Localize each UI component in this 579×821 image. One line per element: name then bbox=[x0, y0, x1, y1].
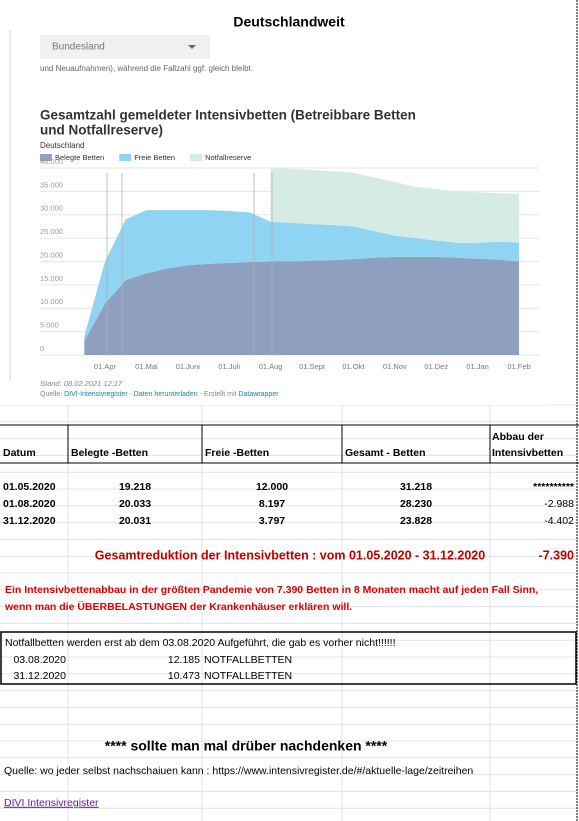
table-cell: 23.828 bbox=[400, 515, 432, 527]
y-tick-label: 40.000 bbox=[40, 157, 63, 166]
note-cell: NOTFALLBETTEN bbox=[204, 654, 292, 666]
table-cell: -4.402 bbox=[544, 515, 574, 527]
source-link[interactable]: Datawrapper bbox=[238, 391, 279, 398]
legend-label: Belegte Betten bbox=[55, 153, 104, 162]
chart-title: Gesamtzahl gemeldeter Intensivbetten (Be… bbox=[40, 108, 416, 123]
table-cell: 20.033 bbox=[119, 498, 151, 510]
x-tick-label: 01.Jan bbox=[466, 362, 489, 371]
y-tick-label: 15.000 bbox=[40, 274, 63, 283]
x-tick-label: 01.Nov bbox=[383, 362, 407, 371]
dropdown-label: Bundesland bbox=[52, 42, 105, 53]
legend: Belegte Betten Freie Betten Notfallreserve bbox=[40, 153, 251, 162]
x-tick-label: 01.Juli bbox=[218, 362, 240, 371]
source-text: - Erstellt mit bbox=[198, 391, 239, 398]
x-tick-label: 01.Dez bbox=[424, 362, 448, 371]
y-tick-label: 10.000 bbox=[40, 297, 63, 306]
table-cell: 20.031 bbox=[119, 515, 151, 527]
plot: 0 5.000 10.000 15.000 20.000 25.000 30.000 35.0… bbox=[40, 157, 539, 371]
chart-stand: Stand: 08.02.2021 12:17 bbox=[40, 379, 123, 388]
area bbox=[84, 256, 520, 355]
dropdown-arrow bbox=[188, 45, 196, 49]
table-header: Intensivbetten bbox=[492, 447, 563, 459]
source-text: - bbox=[128, 391, 134, 398]
source-link[interactable]: Daten herunterladen bbox=[134, 391, 198, 398]
x-tick-label: 01.Sept bbox=[299, 362, 326, 371]
snippet: und Neuaufnahmen), während die Fallzahl … bbox=[40, 64, 253, 73]
legend-label: Notfallreserve bbox=[205, 153, 251, 162]
remark: **** sollte man mal drüber nachdenken **… bbox=[105, 738, 388, 754]
y-tick-label: 25.000 bbox=[40, 227, 63, 236]
table-cell: 8.197 bbox=[259, 498, 285, 510]
note-box bbox=[0, 631, 577, 685]
x-tick-label: 01.Apr bbox=[94, 362, 117, 371]
source-text: Quelle: bbox=[40, 391, 64, 398]
note-text: Notfallbetten werden erst ab dem 03.08.2… bbox=[5, 637, 396, 649]
x-tick-label: 01.Okt bbox=[342, 362, 365, 371]
chart-title: und Notfallreserve) bbox=[40, 123, 163, 138]
table: Datum Belegte -Betten Freie -Betten Gesamt … bbox=[0, 424, 579, 527]
comment-line: Ein Intensivbettenabbau in der größten P… bbox=[5, 584, 538, 596]
x-tick-label: 01.Feb bbox=[507, 362, 530, 371]
table-cell: -2.988 bbox=[544, 498, 574, 510]
y-tick-label: 30.000 bbox=[40, 204, 63, 213]
summary-value: -7.390 bbox=[539, 548, 574, 562]
legend-label: Freie Betten bbox=[134, 153, 175, 162]
area bbox=[84, 210, 520, 341]
note-cell: 03.08.2020 bbox=[13, 654, 66, 666]
area bbox=[270, 168, 519, 243]
x-tick-label: 01.Aug bbox=[259, 362, 283, 371]
summary-label: Gesamtreduktion der Intensivbetten : vom… bbox=[95, 548, 485, 562]
chart-source: Quelle: DIVI-Intensivregister - Daten he… bbox=[40, 391, 279, 398]
x-tick-label: 01.Juni bbox=[176, 362, 201, 371]
y-tick-label: 0 bbox=[40, 344, 44, 353]
y-tick-label: 5.000 bbox=[40, 321, 59, 330]
comment-line: wenn man die ÜBERBELASTUNGEN der Kranken… bbox=[4, 600, 352, 613]
table-header: Belegte -Betten bbox=[71, 447, 148, 459]
source-line: Quelle: wo jeder selbst nachschaiuen kan… bbox=[4, 765, 473, 777]
table-cell: 12.000 bbox=[256, 481, 288, 493]
dropdown[interactable] bbox=[40, 35, 210, 59]
table-cell: 01.08.2020 bbox=[3, 498, 56, 510]
table-cell: 31.12.2020 bbox=[3, 515, 56, 527]
table-header: Freie -Betten bbox=[205, 447, 269, 459]
table-cell: 19.218 bbox=[119, 481, 151, 493]
note-cell: 31.12.2020 bbox=[13, 670, 66, 682]
chart-subtitle: Deutschland bbox=[40, 141, 84, 150]
note-cell: 12.185 bbox=[168, 654, 200, 666]
x-tick-label: 01.Mai bbox=[135, 362, 158, 371]
y-tick-label: 20.000 bbox=[40, 250, 63, 259]
legend-swatch bbox=[190, 154, 203, 161]
legend-swatch bbox=[119, 154, 132, 161]
table-cell: ********** bbox=[533, 481, 575, 493]
note-rows: 03.08.2020 12.185 NOTFALLBETTEN 31.12.2020 1… bbox=[13, 654, 292, 682]
note-cell: 10.473 bbox=[168, 670, 200, 682]
table-cell: 01.05.2020 bbox=[3, 481, 56, 493]
note-cell: NOTFALLBETTEN bbox=[204, 670, 292, 682]
source-link[interactable]: DIVI-Intensivregister bbox=[64, 391, 128, 398]
table-cell: 28.230 bbox=[400, 498, 432, 510]
sheet-title: Deutschlandweit bbox=[233, 14, 345, 30]
table-header: Abbau der bbox=[492, 431, 544, 443]
table-cell: 31.218 bbox=[400, 481, 432, 493]
table-header: Datum bbox=[3, 447, 36, 459]
y-tick-label: 35.000 bbox=[40, 180, 63, 189]
link[interactable]: DIVI Intensivregister bbox=[4, 797, 99, 809]
table-header: Gesamt - Betten bbox=[345, 447, 426, 459]
legend-swatch bbox=[40, 154, 52, 161]
table-cell: 3.797 bbox=[259, 515, 285, 527]
